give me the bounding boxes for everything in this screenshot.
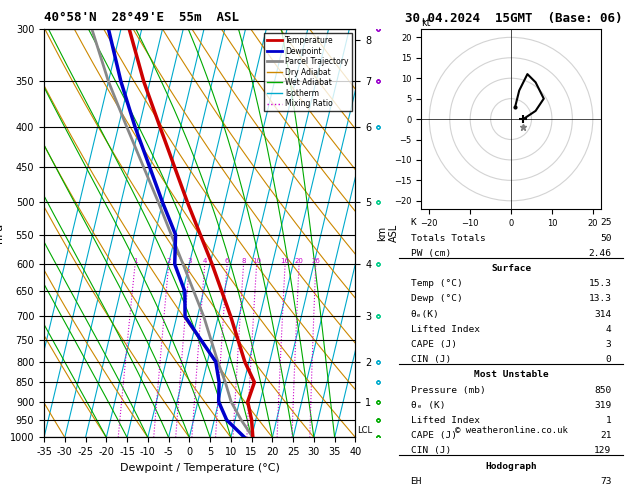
Text: 40°58'N  28°49'E  55m  ASL: 40°58'N 28°49'E 55m ASL: [44, 11, 239, 24]
Text: 3: 3: [606, 340, 611, 349]
Legend: Temperature, Dewpoint, Parcel Trajectory, Dry Adiabat, Wet Adiabat, Isotherm, Mi: Temperature, Dewpoint, Parcel Trajectory…: [264, 33, 352, 111]
Text: θₑ (K): θₑ (K): [411, 401, 445, 410]
Text: 1: 1: [133, 258, 137, 264]
Text: 319: 319: [594, 401, 611, 410]
Text: 10: 10: [252, 258, 261, 264]
Text: 2: 2: [167, 258, 171, 264]
Text: 15.3: 15.3: [589, 279, 611, 288]
Text: θₑ(K): θₑ(K): [411, 310, 439, 318]
Text: EH: EH: [411, 477, 422, 486]
X-axis label: Dewpoint / Temperature (°C): Dewpoint / Temperature (°C): [120, 463, 280, 473]
Text: CAPE (J): CAPE (J): [411, 431, 457, 440]
Y-axis label: hPa: hPa: [0, 223, 4, 243]
Text: 25: 25: [600, 218, 611, 227]
Text: 3: 3: [187, 258, 192, 264]
Text: Lifted Index: Lifted Index: [411, 325, 479, 334]
Text: 20: 20: [294, 258, 303, 264]
Text: CAPE (J): CAPE (J): [411, 340, 457, 349]
Text: Temp (°C): Temp (°C): [411, 279, 462, 288]
Text: 30.04.2024  15GMT  (Base: 06): 30.04.2024 15GMT (Base: 06): [405, 12, 623, 25]
Text: Totals Totals: Totals Totals: [411, 233, 486, 243]
Text: CIN (J): CIN (J): [411, 446, 451, 455]
Text: 314: 314: [594, 310, 611, 318]
Text: 2.46: 2.46: [589, 249, 611, 258]
Text: 8: 8: [242, 258, 246, 264]
Text: 4: 4: [606, 325, 611, 334]
Text: PW (cm): PW (cm): [411, 249, 451, 258]
Text: 13.3: 13.3: [589, 295, 611, 303]
Text: CIN (J): CIN (J): [411, 355, 451, 364]
Text: 850: 850: [594, 385, 611, 395]
Text: 16: 16: [281, 258, 289, 264]
Text: K: K: [411, 218, 416, 227]
Text: 129: 129: [594, 446, 611, 455]
Text: 6: 6: [225, 258, 230, 264]
Text: 0: 0: [606, 355, 611, 364]
Text: 50: 50: [600, 233, 611, 243]
Text: Most Unstable: Most Unstable: [474, 370, 548, 380]
Text: Pressure (mb): Pressure (mb): [411, 385, 486, 395]
Text: Surface: Surface: [491, 264, 531, 273]
Text: kt: kt: [421, 18, 431, 28]
Text: Dewp (°C): Dewp (°C): [411, 295, 462, 303]
Text: © weatheronline.co.uk: © weatheronline.co.uk: [455, 426, 567, 435]
Text: Hodograph: Hodograph: [485, 462, 537, 470]
Text: 26: 26: [311, 258, 320, 264]
Text: 73: 73: [600, 477, 611, 486]
Y-axis label: km
ASL: km ASL: [377, 224, 399, 243]
Text: LCL: LCL: [357, 426, 372, 435]
Text: 21: 21: [600, 431, 611, 440]
Text: Lifted Index: Lifted Index: [411, 416, 479, 425]
Text: 4: 4: [203, 258, 207, 264]
Text: 1: 1: [606, 416, 611, 425]
